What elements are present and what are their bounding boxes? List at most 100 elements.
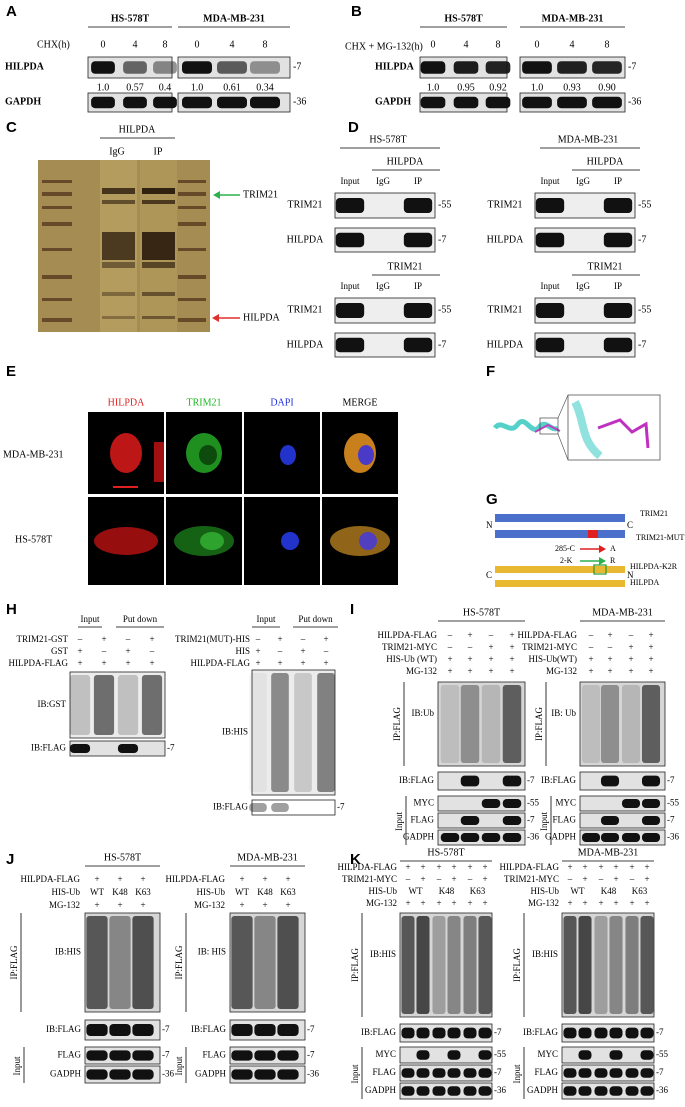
band	[478, 1027, 492, 1039]
cell	[281, 532, 299, 550]
blot	[437, 812, 526, 829]
label: GST	[51, 646, 69, 656]
band	[600, 833, 620, 842]
label: +	[488, 642, 493, 652]
label: +	[117, 874, 122, 884]
label: IgG	[576, 281, 590, 291]
label: HILPDA-FLAG	[9, 658, 69, 668]
label: -7	[162, 1050, 170, 1060]
label: -7	[162, 1024, 170, 1034]
band	[231, 1069, 253, 1080]
label: +	[613, 862, 618, 872]
label: K48	[601, 886, 617, 896]
label: -36	[656, 1085, 668, 1095]
band	[416, 1068, 430, 1078]
label: +	[451, 898, 456, 908]
label: MG-132	[49, 900, 80, 910]
blot	[437, 829, 526, 846]
label: +	[644, 874, 649, 884]
label: +	[607, 666, 612, 676]
gel-band	[178, 248, 206, 251]
band	[132, 1069, 154, 1080]
blot	[561, 1046, 655, 1064]
label: –	[255, 634, 261, 644]
label: HILPDA-FLAG	[378, 630, 438, 640]
band	[557, 96, 587, 109]
band	[621, 685, 641, 763]
label: -55	[667, 798, 679, 808]
label: HS-578T	[369, 134, 406, 145]
label: 4	[230, 39, 235, 50]
band	[535, 303, 565, 318]
band	[416, 1086, 430, 1096]
label: MG-132	[528, 898, 559, 908]
gel-band	[178, 192, 206, 196]
label: MDA-MB-231	[592, 607, 653, 618]
band	[641, 816, 661, 825]
label: HILPDA-FLAG	[500, 862, 560, 872]
band	[502, 799, 522, 808]
band	[581, 833, 601, 842]
band	[625, 916, 639, 1014]
label: +	[567, 898, 572, 908]
panel-letter: B	[351, 3, 362, 20]
label: TRIM21-GST	[17, 634, 69, 644]
label: +	[239, 900, 244, 910]
label: IB:HIS	[532, 949, 558, 959]
band	[231, 1024, 253, 1036]
band	[481, 685, 501, 763]
band	[641, 799, 661, 808]
label: –	[125, 634, 131, 644]
label: +	[467, 654, 472, 664]
band	[335, 337, 365, 353]
band	[440, 685, 460, 763]
band	[153, 96, 177, 109]
band	[460, 775, 480, 787]
label: -36	[667, 832, 679, 842]
label: +	[451, 874, 456, 884]
band	[641, 833, 661, 842]
label: IB:FLAG	[46, 1024, 82, 1034]
label: 0.4	[159, 82, 172, 93]
label: Input	[341, 281, 360, 291]
cell	[154, 442, 164, 482]
blot	[561, 912, 655, 1018]
label: -7	[307, 1050, 315, 1060]
gel-band	[102, 262, 135, 268]
band	[460, 833, 480, 842]
band	[535, 337, 565, 353]
label: MDA-MB-231	[237, 852, 298, 863]
label: IP	[414, 281, 422, 291]
label: +	[300, 658, 305, 668]
band	[640, 1086, 654, 1096]
label: HILPDA	[5, 61, 45, 72]
label: +	[509, 630, 514, 640]
label: MG-132	[366, 898, 397, 908]
label: –	[405, 874, 411, 884]
label: Input	[174, 1056, 184, 1075]
label: MDA-MB-231	[203, 13, 265, 24]
blot	[399, 1046, 493, 1064]
band	[432, 1086, 446, 1096]
band	[641, 685, 661, 763]
gel-band	[102, 188, 135, 194]
label: IP	[414, 176, 422, 186]
label: HILPDA	[587, 156, 624, 167]
label: 285-C	[555, 544, 575, 553]
label: HS-578T	[444, 13, 483, 24]
label: +	[607, 654, 612, 664]
gel-band	[42, 192, 72, 196]
label: +	[451, 862, 456, 872]
label: K63	[470, 886, 486, 896]
band	[403, 337, 433, 353]
band	[609, 1068, 623, 1078]
construct	[495, 566, 625, 573]
rule	[557, 433, 569, 461]
band	[625, 1068, 639, 1078]
gel-band	[42, 206, 72, 209]
label: -7	[438, 339, 446, 350]
band	[640, 1027, 654, 1039]
band	[294, 673, 312, 792]
label: MDA-MB-231	[558, 134, 619, 145]
band	[640, 1068, 654, 1078]
